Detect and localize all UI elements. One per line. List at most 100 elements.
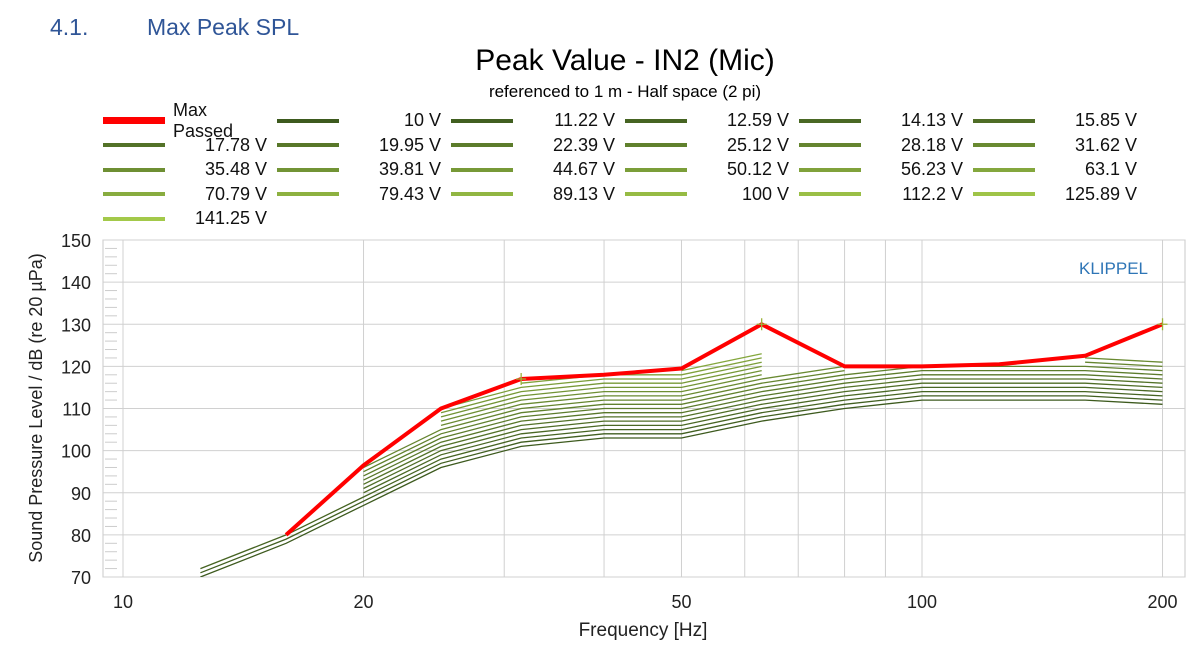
legend-label: 63.1 V	[1084, 159, 1137, 180]
legend-label: 79.43 V	[378, 183, 441, 204]
legend-swatch	[277, 192, 339, 197]
legend-item: 125.89 V	[973, 183, 1147, 207]
legend-label: 12.59 V	[726, 110, 789, 131]
legend-label: 70.79 V	[204, 183, 267, 204]
legend-swatch	[973, 192, 1035, 197]
y-axis-label: Sound Pressure Level / dB (re 20 µPa)	[26, 253, 46, 563]
legend-label: 19.95 V	[378, 134, 441, 155]
legend-item: 10 V	[277, 109, 451, 133]
voltage-curve	[440, 357, 1163, 427]
legend-label: 125.89 V	[1064, 183, 1137, 204]
chart-subtitle: referenced to 1 m - Half space (2 pi)	[488, 82, 762, 101]
legend-label: 28.18 V	[900, 134, 963, 155]
legend-item: 14.13 V	[799, 109, 973, 133]
chart-title: Peak Value - IN2 (Mic)	[475, 44, 775, 77]
voltage-curve	[200, 390, 1163, 570]
legend-item: 35.48 V	[103, 158, 277, 182]
legend-swatch	[277, 167, 339, 172]
legend-swatch	[799, 118, 861, 123]
legend-label: 141.25 V	[194, 208, 267, 229]
legend-item: 112.2 V	[799, 183, 973, 207]
legend-label: 11.22 V	[554, 110, 615, 131]
x-tick-label: 10	[113, 592, 133, 612]
legend-swatch	[277, 143, 339, 148]
legend-swatch	[799, 167, 861, 172]
legend-label: 17.78 V	[204, 134, 267, 155]
legend-label: 56.23 V	[900, 159, 963, 180]
voltage-curve	[363, 378, 1163, 485]
legend-swatch	[103, 117, 165, 125]
legend-swatch	[799, 143, 861, 148]
legend-label: 50.12 V	[726, 159, 789, 180]
legend-swatch	[103, 192, 165, 197]
y-tick-label: 140	[61, 273, 91, 293]
legend-swatch	[625, 167, 687, 172]
legend-swatch	[973, 143, 1035, 148]
limit-marker	[756, 318, 767, 331]
legend-label: 39.81 V	[378, 159, 441, 180]
x-tick-label: 200	[1147, 592, 1177, 612]
legend-swatch	[451, 118, 513, 123]
voltage-curve	[363, 374, 1163, 481]
section-number: 4.1.	[50, 14, 89, 40]
voltage-curve	[200, 399, 1163, 577]
legend-label: 25.12 V	[726, 134, 789, 155]
legend-label: 44.67 V	[552, 159, 615, 180]
legend-swatch	[799, 192, 861, 197]
legend-item: 17.78 V	[103, 134, 277, 158]
y-tick-label: 120	[61, 357, 91, 377]
y-tick-label: 150	[61, 231, 91, 251]
legend-item: 22.39 V	[451, 134, 625, 158]
x-tick-label: 20	[354, 592, 374, 612]
legend-item: 79.43 V	[277, 183, 451, 207]
legend-item: 15.85 V	[973, 109, 1147, 133]
legend-item: 100 V	[625, 183, 799, 207]
y-tick-label: 90	[71, 484, 91, 504]
legend-item: 50.12 V	[625, 158, 799, 182]
legend-label: 22.39 V	[552, 134, 615, 155]
legend-swatch	[625, 192, 687, 197]
x-axis-label: Frequency [Hz]	[579, 620, 708, 641]
legend-label: 112.2 V	[902, 183, 963, 204]
legend-item: Max Passed	[103, 100, 277, 141]
legend-item: 25.12 V	[625, 134, 799, 158]
limit-marker	[1157, 318, 1168, 331]
legend-swatch	[451, 192, 513, 197]
legend-label: 100 V	[741, 183, 789, 204]
legend-label: 10 V	[403, 110, 441, 131]
legend-swatch	[277, 118, 339, 123]
y-tick-label: 130	[61, 315, 91, 335]
legend-swatch	[625, 143, 687, 148]
legend-label: 14.13 V	[900, 110, 963, 131]
legend-label: 15.85 V	[1074, 110, 1137, 131]
legend-swatch	[625, 118, 687, 123]
section-title: Max Peak SPL	[147, 14, 300, 40]
legend-swatch	[103, 143, 165, 148]
legend-swatch	[973, 118, 1035, 123]
y-tick-label: 110	[62, 400, 91, 420]
legend-swatch	[451, 143, 513, 148]
legend-item: 63.1 V	[973, 158, 1147, 182]
legend-item: 39.81 V	[277, 158, 451, 182]
legend-swatch	[103, 167, 165, 172]
legend-item: 44.67 V	[451, 158, 625, 182]
legend-label: 89.13 V	[552, 183, 615, 204]
legend-item: 19.95 V	[277, 134, 451, 158]
legend-item: 70.79 V	[103, 183, 277, 207]
y-tick-label: 100	[61, 442, 91, 462]
legend-label: Max Passed	[173, 99, 234, 141]
legend-swatch	[103, 216, 165, 221]
legend-swatch	[451, 167, 513, 172]
legend-item: 11.22 V	[451, 109, 625, 133]
limit-marker	[516, 373, 527, 386]
legend-item: 56.23 V	[799, 158, 973, 182]
voltage-curve	[363, 361, 1163, 469]
voltage-curve	[200, 395, 1163, 574]
watermark: KLIPPEL	[1079, 259, 1148, 278]
voltage-curve	[363, 369, 1163, 477]
legend-label: 31.62 V	[1074, 134, 1137, 155]
x-tick-label: 100	[907, 592, 937, 612]
legend-item: 12.59 V	[625, 109, 799, 133]
voltage-curve	[363, 365, 1163, 473]
